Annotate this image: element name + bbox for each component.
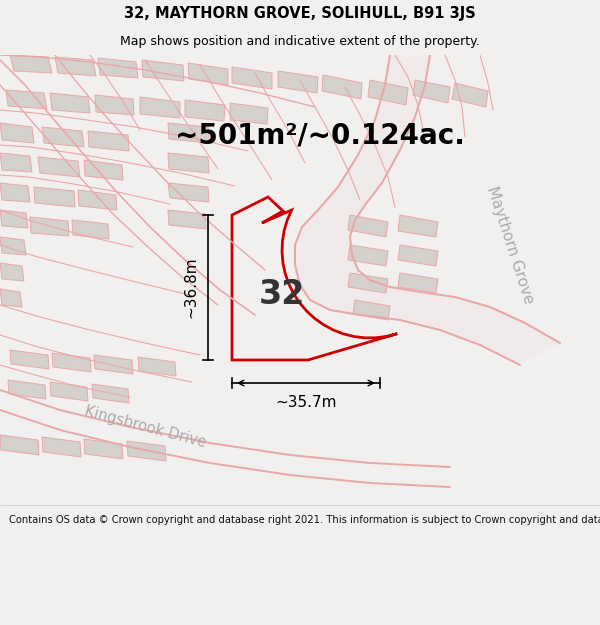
Polygon shape bbox=[38, 157, 80, 177]
Polygon shape bbox=[92, 384, 129, 403]
Polygon shape bbox=[322, 75, 362, 99]
Polygon shape bbox=[6, 90, 47, 109]
Polygon shape bbox=[98, 58, 138, 78]
Text: 32: 32 bbox=[259, 279, 305, 311]
Polygon shape bbox=[140, 97, 180, 118]
Polygon shape bbox=[142, 60, 184, 81]
Polygon shape bbox=[50, 93, 90, 113]
Polygon shape bbox=[94, 355, 133, 374]
Polygon shape bbox=[138, 357, 176, 376]
Polygon shape bbox=[185, 100, 225, 121]
Polygon shape bbox=[0, 289, 22, 307]
Text: Map shows position and indicative extent of the property.: Map shows position and indicative extent… bbox=[120, 35, 480, 48]
Polygon shape bbox=[52, 353, 91, 372]
Polygon shape bbox=[55, 57, 96, 76]
Polygon shape bbox=[348, 245, 388, 266]
Polygon shape bbox=[0, 153, 32, 172]
Polygon shape bbox=[50, 382, 88, 401]
Polygon shape bbox=[0, 237, 26, 255]
Polygon shape bbox=[0, 263, 24, 281]
Polygon shape bbox=[84, 439, 123, 459]
Polygon shape bbox=[398, 215, 438, 237]
Polygon shape bbox=[88, 131, 129, 151]
Polygon shape bbox=[42, 127, 84, 147]
Polygon shape bbox=[188, 63, 228, 85]
Polygon shape bbox=[127, 441, 166, 461]
Polygon shape bbox=[348, 215, 388, 237]
Text: Maythorn Grove: Maythorn Grove bbox=[484, 184, 536, 306]
Polygon shape bbox=[398, 245, 438, 266]
Text: 32, MAYTHORN GROVE, SOLIHULL, B91 3JS: 32, MAYTHORN GROVE, SOLIHULL, B91 3JS bbox=[124, 6, 476, 21]
Polygon shape bbox=[84, 160, 123, 180]
Polygon shape bbox=[413, 80, 450, 103]
Polygon shape bbox=[278, 71, 318, 93]
Polygon shape bbox=[168, 123, 209, 143]
Polygon shape bbox=[0, 123, 34, 143]
Text: Contains OS data © Crown copyright and database right 2021. This information is : Contains OS data © Crown copyright and d… bbox=[9, 514, 600, 524]
Polygon shape bbox=[0, 210, 28, 228]
Polygon shape bbox=[30, 217, 69, 236]
Polygon shape bbox=[168, 153, 209, 173]
Text: Kingsbrook Drive: Kingsbrook Drive bbox=[83, 404, 208, 451]
Polygon shape bbox=[78, 190, 117, 210]
Polygon shape bbox=[10, 55, 52, 73]
Polygon shape bbox=[452, 83, 488, 107]
Polygon shape bbox=[348, 273, 388, 293]
Polygon shape bbox=[168, 210, 206, 229]
Polygon shape bbox=[232, 67, 272, 89]
Polygon shape bbox=[0, 435, 39, 455]
Text: ~36.8m: ~36.8m bbox=[183, 257, 198, 318]
Polygon shape bbox=[72, 220, 109, 239]
Polygon shape bbox=[368, 80, 408, 105]
Polygon shape bbox=[10, 350, 49, 369]
Polygon shape bbox=[230, 103, 268, 124]
Polygon shape bbox=[95, 95, 134, 115]
Polygon shape bbox=[398, 273, 438, 293]
Text: ~501m²/~0.124ac.: ~501m²/~0.124ac. bbox=[175, 121, 465, 149]
Polygon shape bbox=[353, 300, 390, 320]
Polygon shape bbox=[42, 437, 81, 457]
Polygon shape bbox=[34, 187, 75, 207]
Polygon shape bbox=[8, 380, 46, 399]
Polygon shape bbox=[0, 183, 30, 202]
Text: ~35.7m: ~35.7m bbox=[275, 395, 337, 410]
Polygon shape bbox=[168, 183, 209, 202]
Polygon shape bbox=[295, 55, 560, 365]
